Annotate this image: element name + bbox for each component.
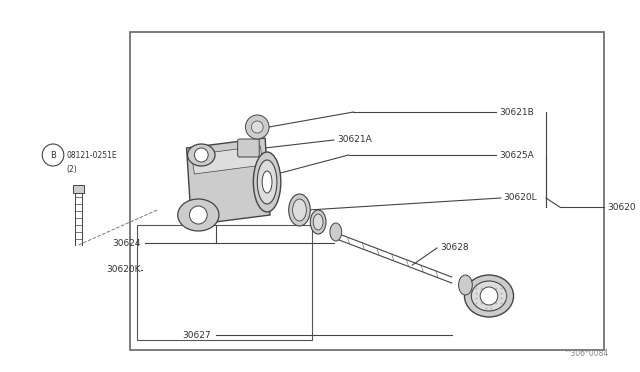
Text: B: B bbox=[50, 151, 56, 160]
Ellipse shape bbox=[262, 171, 272, 193]
Polygon shape bbox=[191, 146, 263, 174]
Ellipse shape bbox=[465, 275, 513, 317]
Circle shape bbox=[195, 148, 208, 162]
Text: 30628: 30628 bbox=[440, 243, 468, 251]
Ellipse shape bbox=[471, 281, 507, 311]
Text: 30627: 30627 bbox=[182, 330, 211, 340]
Circle shape bbox=[189, 206, 207, 224]
FancyBboxPatch shape bbox=[237, 139, 259, 157]
Text: 30620: 30620 bbox=[607, 202, 636, 212]
Text: 30620K: 30620K bbox=[106, 266, 140, 275]
Ellipse shape bbox=[253, 152, 281, 212]
Text: 30621A: 30621A bbox=[337, 135, 372, 144]
Text: 30621B: 30621B bbox=[499, 108, 534, 116]
Bar bbox=[130, 32, 604, 350]
Ellipse shape bbox=[330, 223, 342, 241]
Ellipse shape bbox=[188, 144, 215, 166]
Text: ^306*0084: ^306*0084 bbox=[564, 349, 609, 358]
Ellipse shape bbox=[310, 210, 326, 234]
Text: 08121-0251E: 08121-0251E bbox=[67, 151, 117, 160]
Circle shape bbox=[480, 287, 498, 305]
Bar bbox=[73, 185, 84, 193]
Text: (2): (2) bbox=[67, 164, 77, 173]
Ellipse shape bbox=[178, 199, 219, 231]
Ellipse shape bbox=[257, 160, 277, 204]
Circle shape bbox=[252, 121, 263, 133]
Polygon shape bbox=[187, 138, 270, 225]
Ellipse shape bbox=[289, 194, 310, 226]
Text: 30625A: 30625A bbox=[499, 151, 534, 160]
Ellipse shape bbox=[313, 214, 323, 230]
Text: 30620L: 30620L bbox=[504, 192, 538, 202]
Ellipse shape bbox=[292, 199, 307, 221]
Circle shape bbox=[246, 115, 269, 139]
Ellipse shape bbox=[458, 275, 472, 295]
Bar bbox=[138, 225, 312, 340]
Text: 30624: 30624 bbox=[112, 238, 140, 247]
